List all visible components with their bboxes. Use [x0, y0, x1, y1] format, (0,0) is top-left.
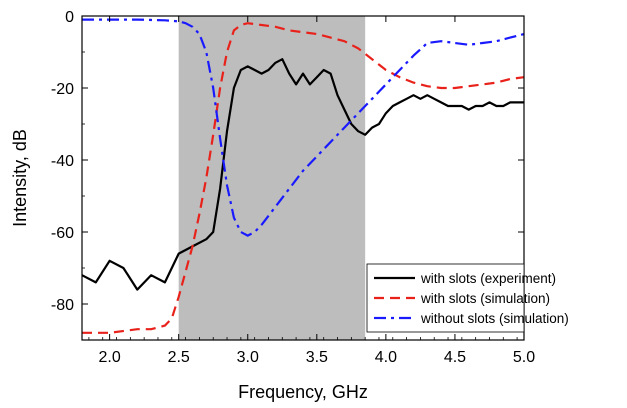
legend-label-3: without slots (simulation) [420, 311, 569, 326]
x-tick-label: 3.0 [237, 349, 259, 366]
legend-label-2: with slots (simulation) [420, 291, 550, 306]
legend: with slots (experiment) with slots (simul… [366, 263, 569, 333]
y-tick-label: -60 [51, 225, 74, 242]
x-tick-label: 3.5 [306, 349, 328, 366]
legend-label-1: with slots (experiment) [420, 271, 556, 286]
x-tick-label: 2.5 [168, 349, 190, 366]
y-tick-label: -20 [51, 81, 74, 98]
series-line-1 [81, 58, 524, 291]
plot-frame [81, 15, 525, 341]
x-axis-label: Frequency, GHz [238, 382, 368, 402]
y-tick-label: 0 [65, 9, 74, 26]
x-tick-label: 2.0 [99, 349, 121, 366]
x-tick-label: 4.5 [444, 349, 466, 366]
axis-ticks: 2.0 2.5 3.0 3.5 4.0 4.5 5.0 -80 -60 -40 -20 0 [51, 9, 535, 366]
series-line-2 [82, 22, 525, 334]
y-axis-label: Intensity, dB [10, 129, 30, 227]
y-tick-label: -80 [51, 297, 74, 314]
x-tick-label: 5.0 [513, 349, 535, 366]
y-tick-label: -40 [51, 153, 74, 170]
series-line-3 [82, 18, 525, 237]
series-layer [81, 18, 525, 334]
shaded-frequency-band [178, 16, 366, 340]
x-tick-label: 4.0 [375, 349, 397, 366]
